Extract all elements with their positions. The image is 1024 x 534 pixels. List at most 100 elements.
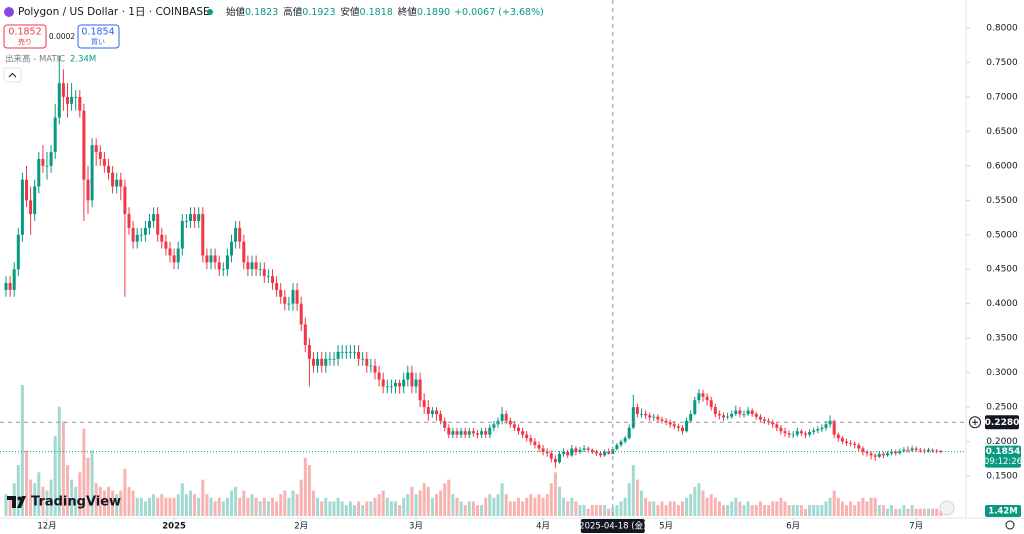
volume-bar — [225, 497, 229, 516]
volume-bar — [61, 421, 65, 516]
volume-bar — [574, 501, 578, 516]
candle-body — [775, 424, 779, 428]
candle-body — [660, 419, 664, 421]
volume-bar — [742, 505, 746, 516]
volume-bar — [824, 501, 828, 516]
candle-body — [722, 415, 725, 418]
volume-bar — [763, 505, 766, 516]
volume-bar — [853, 505, 857, 516]
candle-body — [221, 269, 225, 271]
volume-bar — [107, 486, 110, 516]
ohlc-label: 高値 — [283, 6, 303, 18]
candle-body — [135, 234, 139, 242]
buy-label: 買い — [91, 38, 105, 46]
volume-bar — [898, 508, 902, 516]
candle-body — [795, 431, 799, 435]
volume-bar — [66, 465, 69, 516]
candle-body — [566, 451, 570, 456]
candle-body — [648, 415, 652, 418]
volume-bar — [389, 501, 393, 516]
volume-bar — [553, 472, 557, 516]
volume-bar — [599, 505, 602, 516]
volume-bar — [271, 497, 274, 516]
candle-body — [242, 241, 246, 263]
settings-icon[interactable] — [1005, 520, 1015, 530]
volume-bar — [20, 385, 24, 516]
candle-body — [45, 165, 49, 167]
collapse-button[interactable] — [3, 67, 22, 83]
candle-body — [574, 448, 578, 452]
candle-body — [205, 255, 209, 263]
ohlc-label: 始値 — [226, 6, 246, 18]
candle-body — [217, 262, 221, 270]
volume-bar — [558, 486, 561, 516]
volume-bar — [16, 465, 20, 516]
x-tick-label: 4月 — [536, 522, 550, 532]
volume-bar — [471, 501, 475, 516]
candle-body — [357, 351, 361, 359]
volume-bar — [857, 501, 861, 516]
candle-body — [439, 413, 443, 421]
candle-body — [37, 158, 41, 187]
candle-body — [783, 431, 787, 434]
candle-body — [902, 449, 906, 452]
volume-bar — [619, 501, 623, 516]
candle-body — [16, 234, 20, 270]
volume-bar — [373, 497, 377, 516]
volume-bar — [78, 472, 82, 516]
candle-body — [90, 145, 94, 201]
candle-body — [582, 448, 586, 450]
candle-body — [332, 358, 336, 360]
volume-bar — [590, 505, 594, 516]
candle-body — [373, 365, 377, 373]
volume-bar — [689, 494, 693, 516]
buy-button[interactable] — [77, 24, 120, 49]
volume-bar — [283, 490, 287, 516]
candle-body — [271, 276, 274, 284]
candle-body — [664, 420, 668, 423]
candle-body — [779, 427, 783, 432]
volume-bar — [664, 505, 668, 516]
volume-bar — [275, 501, 279, 516]
candle-body — [869, 453, 873, 456]
sell-button[interactable] — [3, 24, 47, 49]
volume-bar — [681, 501, 684, 516]
volume-bar — [398, 505, 402, 516]
logo: TradingView — [7, 495, 121, 510]
volume-bar — [381, 490, 385, 516]
candle-body — [447, 427, 451, 435]
candle-body — [623, 438, 627, 442]
volume-bar — [713, 497, 717, 516]
candle-body — [152, 214, 156, 221]
candle-body — [156, 214, 160, 235]
y-tick-label: 0.2500 — [986, 403, 1018, 413]
volume-bar — [53, 435, 57, 516]
volume-bar — [217, 497, 221, 516]
candle-body — [131, 227, 135, 242]
y-tick-label: 0.6000 — [986, 161, 1018, 171]
candle-body — [53, 117, 57, 153]
plot-area — [0, 0, 966, 518]
candle-body — [381, 379, 385, 387]
volume-bar — [668, 501, 672, 516]
volume-bar — [578, 505, 582, 516]
candle-body — [344, 351, 348, 353]
flag-icon[interactable] — [939, 500, 955, 516]
candle-body — [385, 386, 389, 388]
volume-bar — [102, 490, 106, 516]
volume-bar — [139, 497, 143, 516]
volume-bar — [738, 501, 742, 516]
y-tick-label: 0.3000 — [986, 368, 1018, 378]
candle-body — [840, 438, 844, 442]
volume-bar — [476, 505, 479, 516]
candle-body — [369, 365, 373, 367]
volume-bar — [890, 505, 894, 516]
candle-body — [652, 416, 656, 418]
candle-body — [828, 420, 832, 425]
volume-bar — [816, 505, 820, 516]
volume-bar — [250, 494, 254, 516]
volume-bar — [795, 505, 799, 516]
candle-body — [287, 303, 291, 305]
volume-bar — [648, 501, 652, 516]
candle-body — [931, 449, 935, 451]
